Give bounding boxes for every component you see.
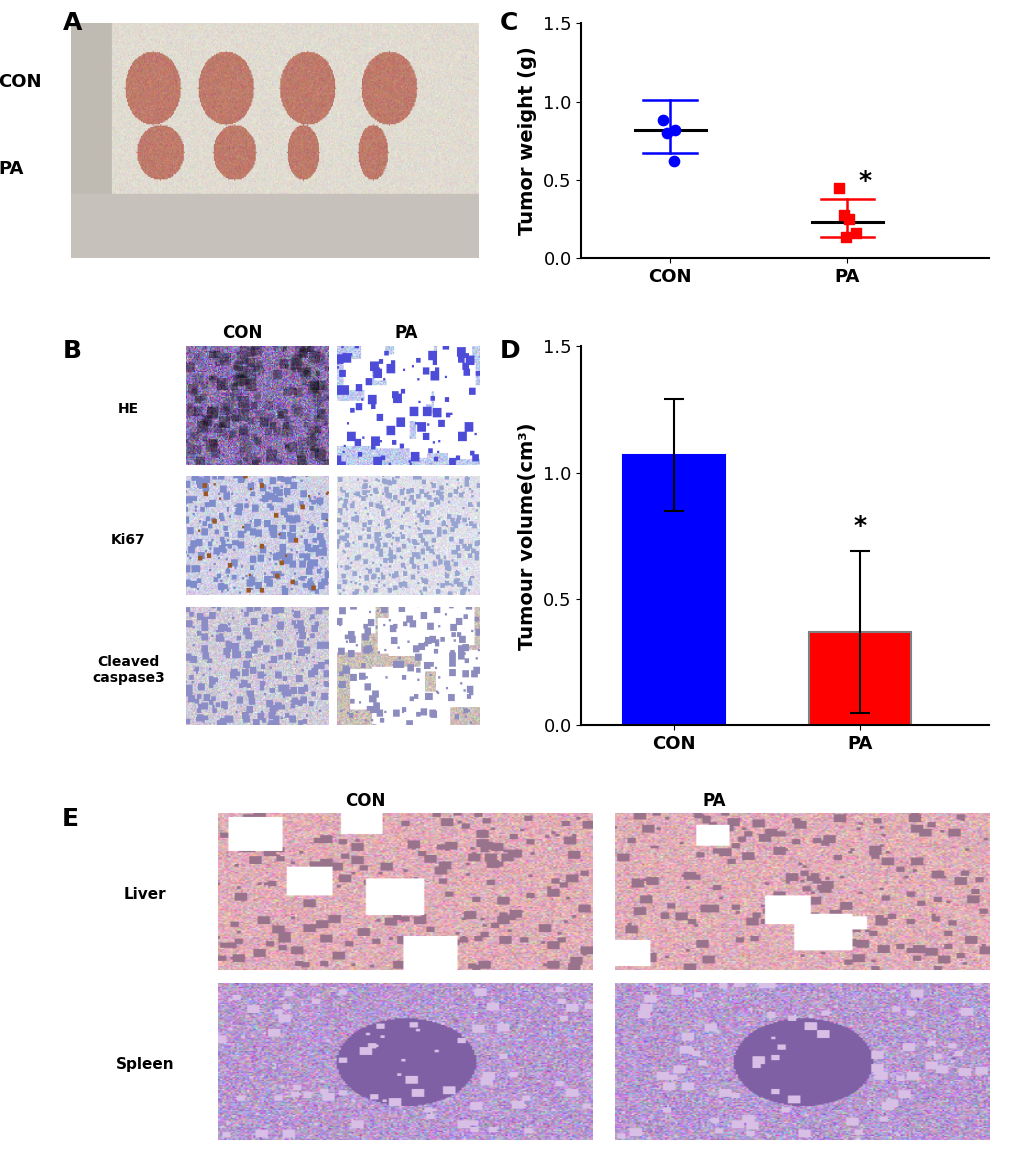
Text: Cleaved
caspase3: Cleaved caspase3 xyxy=(92,655,165,685)
Text: Liver: Liver xyxy=(123,887,166,902)
Bar xyxy=(623,455,725,726)
Text: D: D xyxy=(499,338,520,363)
Text: PA: PA xyxy=(701,792,726,809)
Point xyxy=(666,121,683,140)
Text: PA: PA xyxy=(0,160,23,178)
Point xyxy=(657,123,674,142)
Point xyxy=(654,112,671,130)
Bar xyxy=(808,632,910,726)
Text: E: E xyxy=(62,806,79,830)
Text: HE: HE xyxy=(118,402,139,416)
Text: PA: PA xyxy=(393,324,418,342)
Point xyxy=(835,205,851,223)
Text: CON: CON xyxy=(222,324,263,342)
Y-axis label: Tumour volume(cm³): Tumour volume(cm³) xyxy=(518,422,537,649)
Text: *: * xyxy=(852,514,865,538)
Point xyxy=(848,224,864,243)
Text: A: A xyxy=(63,12,83,36)
Text: CON: CON xyxy=(344,792,385,809)
Text: Spleen: Spleen xyxy=(115,1057,174,1072)
Text: B: B xyxy=(63,338,83,363)
Point xyxy=(837,227,853,245)
Text: C: C xyxy=(499,12,518,36)
Y-axis label: Tumor weight (g): Tumor weight (g) xyxy=(518,47,537,235)
Text: CON: CON xyxy=(0,73,42,91)
Point xyxy=(829,179,846,198)
Text: *: * xyxy=(858,169,871,193)
Point xyxy=(664,152,681,171)
Point xyxy=(841,211,857,229)
Text: Ki67: Ki67 xyxy=(111,533,146,547)
